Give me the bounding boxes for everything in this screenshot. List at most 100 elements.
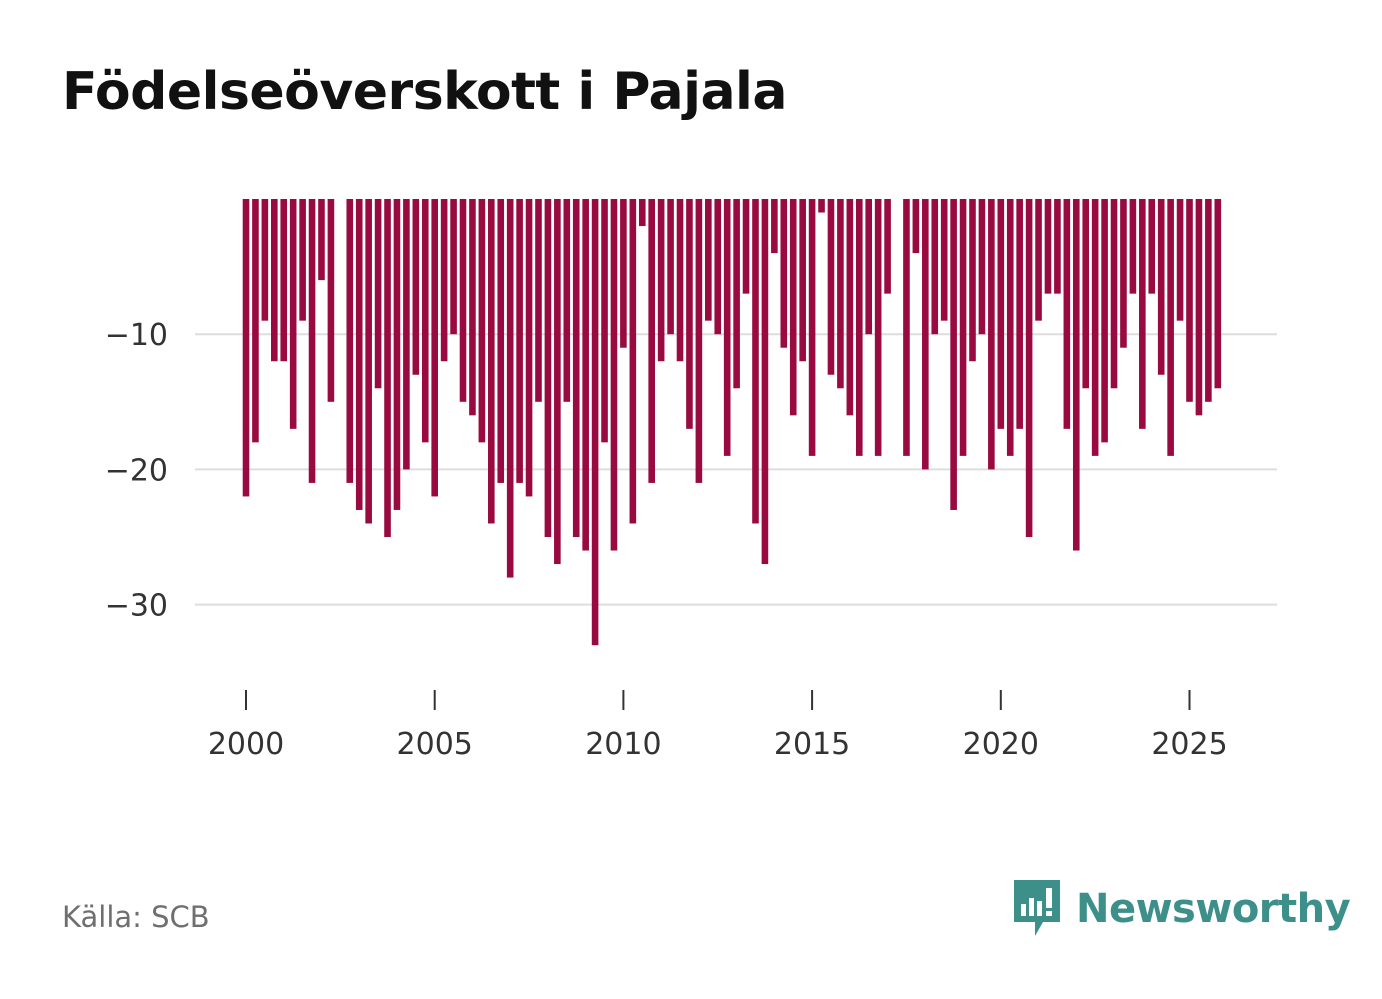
bar (714, 199, 722, 335)
bar (997, 199, 1005, 429)
bar (516, 199, 523, 483)
bar (638, 199, 646, 227)
x-tick-label: 2025 (1151, 727, 1227, 762)
x-tick-label: 2010 (585, 727, 661, 762)
bar (488, 199, 495, 524)
bar (1063, 199, 1071, 429)
brand-name: Newsworthy (1076, 886, 1351, 932)
bar (705, 199, 712, 321)
bar (808, 199, 816, 456)
bar (1120, 199, 1127, 348)
bar (1044, 199, 1052, 294)
bar (572, 199, 580, 537)
bar (837, 199, 844, 389)
y-axis: −10 −20 −30 (105, 318, 168, 623)
bar (563, 199, 571, 402)
newsworthy-logo[interactable]: Newsworthy (1010, 878, 1351, 940)
bar (544, 199, 552, 537)
bar (1110, 199, 1118, 389)
bar (676, 199, 684, 362)
bar (657, 199, 665, 362)
bar (789, 199, 797, 416)
newsworthy-chart-bubble-icon (1014, 880, 1060, 936)
bar (874, 199, 882, 456)
bar (365, 199, 372, 524)
bar (374, 199, 382, 389)
bar (591, 199, 599, 646)
bar (1167, 199, 1174, 456)
bar (1054, 199, 1061, 294)
bar (1072, 199, 1080, 551)
bar (912, 199, 920, 254)
bar (1006, 199, 1014, 456)
bar (346, 199, 354, 483)
bar (252, 199, 259, 443)
bar (431, 199, 438, 497)
bar (771, 199, 778, 254)
bar (799, 199, 806, 362)
bar (950, 199, 957, 510)
bar (629, 199, 637, 524)
bar (827, 199, 835, 375)
bar (421, 199, 429, 443)
bar (308, 199, 316, 483)
bar (1091, 199, 1099, 456)
bar (1025, 199, 1033, 537)
bar (497, 199, 505, 483)
bar (1214, 199, 1222, 389)
bar (648, 199, 656, 483)
chart-title: Födelseöverskott i Pajala (62, 62, 787, 122)
source-note: Källa: SCB (62, 900, 210, 934)
bar (535, 199, 542, 402)
bar (733, 199, 740, 389)
bar (1195, 199, 1203, 416)
x-tick-label: 2005 (397, 727, 473, 762)
bar (761, 199, 769, 565)
bar (620, 199, 627, 348)
bar (525, 199, 533, 497)
bar (601, 199, 608, 443)
bar (780, 199, 788, 348)
x-tick-label: 2015 (774, 727, 850, 762)
bar (742, 199, 750, 294)
bar (903, 199, 910, 456)
x-tick-label: 2000 (208, 727, 284, 762)
bar (884, 199, 891, 294)
bar (723, 199, 731, 456)
bar (554, 199, 561, 565)
bar (582, 199, 589, 551)
bar (695, 199, 703, 483)
bar (931, 199, 939, 335)
bar (412, 199, 420, 375)
bar (1186, 199, 1193, 402)
bar (280, 199, 288, 362)
bar (865, 199, 873, 335)
bar (478, 199, 486, 443)
bar-series (242, 199, 1222, 646)
bar (978, 199, 986, 335)
y-tick-label: −10 (105, 318, 168, 353)
bar (469, 199, 476, 416)
bar (686, 199, 693, 429)
bar (752, 199, 759, 524)
bar (940, 199, 948, 321)
bar (1157, 199, 1165, 375)
bar (450, 199, 457, 335)
bar (393, 199, 401, 510)
bar (1139, 199, 1146, 429)
bar (318, 199, 325, 281)
bar (440, 199, 448, 362)
bar (1205, 199, 1212, 402)
bar (299, 199, 306, 321)
bar (242, 199, 250, 497)
bar (384, 199, 391, 537)
bar (403, 199, 410, 470)
bar (667, 199, 674, 335)
bar (959, 199, 967, 456)
y-tick-label: −30 (105, 589, 168, 624)
bar (1082, 199, 1090, 389)
bar (271, 199, 278, 362)
x-axis: 2000 2005 2010 2015 2020 2025 (208, 690, 1228, 762)
bar (459, 199, 467, 402)
